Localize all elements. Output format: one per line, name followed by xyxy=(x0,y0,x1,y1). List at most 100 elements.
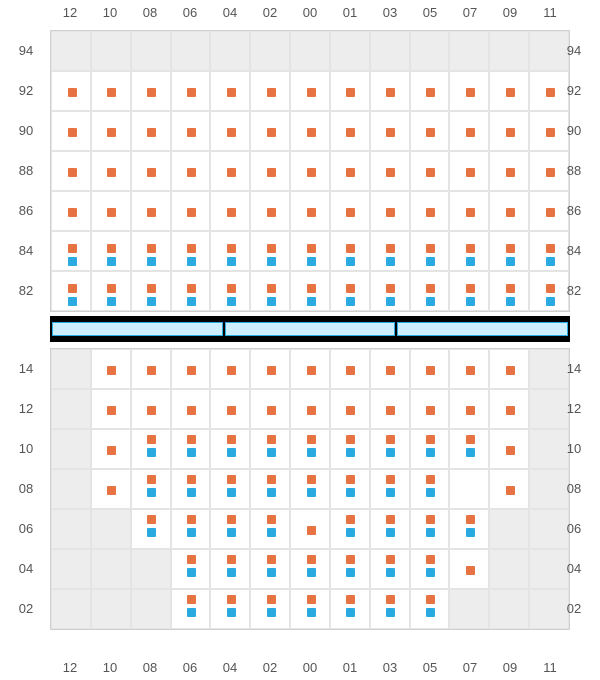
seat-cell[interactable] xyxy=(250,151,290,191)
seat-cell[interactable] xyxy=(370,589,410,629)
seat-cell[interactable] xyxy=(330,271,370,311)
seat-cell[interactable] xyxy=(91,71,131,111)
seat-cell[interactable] xyxy=(250,469,290,509)
seat-cell[interactable] xyxy=(330,509,370,549)
seat-cell[interactable] xyxy=(91,429,131,469)
seat-cell[interactable] xyxy=(330,389,370,429)
seat-cell[interactable] xyxy=(449,231,489,271)
seat-cell[interactable] xyxy=(290,231,330,271)
seat-cell[interactable] xyxy=(250,429,290,469)
seat-cell[interactable] xyxy=(210,469,250,509)
seat-cell[interactable] xyxy=(330,349,370,389)
seat-cell[interactable] xyxy=(171,111,211,151)
seat-cell[interactable] xyxy=(449,191,489,231)
seat-cell[interactable] xyxy=(131,429,171,469)
seat-cell[interactable] xyxy=(131,71,171,111)
seat-cell[interactable] xyxy=(449,349,489,389)
seat-cell[interactable] xyxy=(250,191,290,231)
seat-cell[interactable] xyxy=(529,271,569,311)
seat-cell[interactable] xyxy=(330,429,370,469)
seat-cell[interactable] xyxy=(51,111,91,151)
seat-cell[interactable] xyxy=(489,389,529,429)
seat-cell[interactable] xyxy=(91,389,131,429)
seat-cell[interactable] xyxy=(250,589,290,629)
seat-cell[interactable] xyxy=(290,429,330,469)
seat-cell[interactable] xyxy=(330,589,370,629)
seat-cell[interactable] xyxy=(290,509,330,549)
seat-cell[interactable] xyxy=(410,111,450,151)
seat-cell[interactable] xyxy=(410,509,450,549)
seat-cell[interactable] xyxy=(91,151,131,191)
seat-cell[interactable] xyxy=(410,389,450,429)
seat-cell[interactable] xyxy=(449,549,489,589)
seat-cell[interactable] xyxy=(131,469,171,509)
seat-cell[interactable] xyxy=(489,111,529,151)
seat-cell[interactable] xyxy=(370,349,410,389)
seat-cell[interactable] xyxy=(210,589,250,629)
seat-cell[interactable] xyxy=(51,71,91,111)
seat-cell[interactable] xyxy=(410,71,450,111)
seat-cell[interactable] xyxy=(171,469,211,509)
seat-cell[interactable] xyxy=(489,71,529,111)
seat-cell[interactable] xyxy=(370,429,410,469)
seat-cell[interactable] xyxy=(171,389,211,429)
seat-cell[interactable] xyxy=(171,71,211,111)
seat-cell[interactable] xyxy=(250,349,290,389)
seat-cell[interactable] xyxy=(529,151,569,191)
seat-cell[interactable] xyxy=(250,111,290,151)
seat-cell[interactable] xyxy=(529,231,569,271)
seat-cell[interactable] xyxy=(370,231,410,271)
seat-cell[interactable] xyxy=(370,71,410,111)
seat-cell[interactable] xyxy=(330,71,370,111)
seat-cell[interactable] xyxy=(210,509,250,549)
seat-cell[interactable] xyxy=(330,231,370,271)
seat-cell[interactable] xyxy=(131,151,171,191)
seat-cell[interactable] xyxy=(529,111,569,151)
seat-cell[interactable] xyxy=(250,549,290,589)
seat-cell[interactable] xyxy=(330,111,370,151)
seat-cell[interactable] xyxy=(250,509,290,549)
seat-cell[interactable] xyxy=(171,151,211,191)
seat-cell[interactable] xyxy=(410,271,450,311)
seat-cell[interactable] xyxy=(171,231,211,271)
seat-cell[interactable] xyxy=(449,429,489,469)
seat-cell[interactable] xyxy=(370,151,410,191)
seat-cell[interactable] xyxy=(410,349,450,389)
seat-cell[interactable] xyxy=(370,469,410,509)
seat-cell[interactable] xyxy=(51,191,91,231)
seat-cell[interactable] xyxy=(330,549,370,589)
seat-cell[interactable] xyxy=(51,151,91,191)
seat-cell[interactable] xyxy=(91,469,131,509)
seat-cell[interactable] xyxy=(290,589,330,629)
seat-cell[interactable] xyxy=(210,151,250,191)
seat-cell[interactable] xyxy=(370,111,410,151)
seat-cell[interactable] xyxy=(290,349,330,389)
seat-cell[interactable] xyxy=(131,389,171,429)
seat-cell[interactable] xyxy=(290,71,330,111)
seat-cell[interactable] xyxy=(171,349,211,389)
seat-cell[interactable] xyxy=(489,349,529,389)
seat-cell[interactable] xyxy=(290,549,330,589)
seat-cell[interactable] xyxy=(51,231,91,271)
seat-cell[interactable] xyxy=(489,151,529,191)
seat-cell[interactable] xyxy=(290,469,330,509)
seat-cell[interactable] xyxy=(449,389,489,429)
seat-cell[interactable] xyxy=(449,111,489,151)
seat-cell[interactable] xyxy=(449,469,489,509)
seat-cell[interactable] xyxy=(410,589,450,629)
seat-cell[interactable] xyxy=(489,191,529,231)
seat-cell[interactable] xyxy=(489,231,529,271)
seat-cell[interactable] xyxy=(449,151,489,191)
seat-cell[interactable] xyxy=(91,231,131,271)
seat-cell[interactable] xyxy=(250,271,290,311)
seat-cell[interactable] xyxy=(449,71,489,111)
seat-cell[interactable] xyxy=(290,389,330,429)
seat-cell[interactable] xyxy=(290,271,330,311)
seat-cell[interactable] xyxy=(131,191,171,231)
seat-cell[interactable] xyxy=(370,389,410,429)
seat-cell[interactable] xyxy=(410,151,450,191)
seat-cell[interactable] xyxy=(210,71,250,111)
seat-cell[interactable] xyxy=(290,111,330,151)
seat-cell[interactable] xyxy=(370,191,410,231)
seat-cell[interactable] xyxy=(171,549,211,589)
